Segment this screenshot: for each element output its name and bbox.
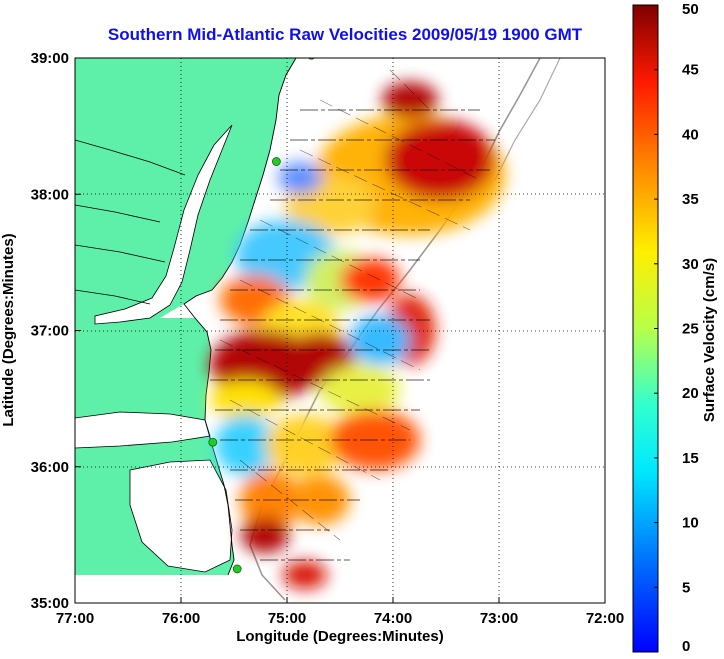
y-axis-ticks: 35:00 36:00 37:00 38:00 39:00 bbox=[31, 50, 81, 612]
plot-area bbox=[74, 57, 606, 604]
y-tick-label: 37:00 bbox=[31, 323, 69, 340]
colorbar-ticks: 0 5 10 15 20 25 30 35 40 45 50 bbox=[654, 1, 699, 655]
station-marker bbox=[208, 437, 218, 447]
y-tick-label: 38:00 bbox=[31, 186, 69, 203]
colorbar-tick-label: 5 bbox=[682, 579, 690, 596]
chart-title: Southern Mid-Atlantic Raw Velocities 200… bbox=[108, 25, 583, 44]
coastline bbox=[183, 58, 297, 576]
colorbar: 0 5 10 15 20 25 30 35 40 45 50 Surface Velocity (c… bbox=[632, 1, 718, 655]
field-patch bbox=[382, 82, 438, 118]
chesapeake-bay bbox=[94, 124, 233, 325]
field-patch bbox=[215, 415, 275, 475]
bay-river-west bbox=[75, 139, 186, 305]
colorbar-tick-label: 40 bbox=[682, 126, 699, 143]
x-tick-label: 76:00 bbox=[162, 610, 200, 627]
colorbar-gradient bbox=[632, 4, 659, 653]
y-tick-label: 39:00 bbox=[31, 50, 69, 67]
vector-lines-diagonal bbox=[219, 69, 481, 541]
y-axis-label: Latitude (Degrees:Minutes) bbox=[0, 233, 17, 426]
vector-lines bbox=[210, 109, 495, 561]
field-patch bbox=[320, 365, 400, 415]
x-tick-label: 75:00 bbox=[268, 610, 306, 627]
colorbar-tick-label: 35 bbox=[682, 191, 699, 208]
colorbar-tick-label: 0 bbox=[682, 638, 690, 655]
colorbar-label: Surface Velocity (cm/s) bbox=[701, 258, 718, 422]
colorbar-tick-label: 20 bbox=[682, 385, 699, 402]
field-patch bbox=[241, 517, 289, 553]
x-tick-label: 77:00 bbox=[56, 610, 94, 627]
grid-lines bbox=[75, 58, 605, 603]
y-tick-label: 35:00 bbox=[31, 595, 69, 612]
x-tick-label: 74:00 bbox=[374, 610, 412, 627]
colorbar-tick-label: 25 bbox=[682, 321, 699, 338]
isobath-deep bbox=[494, 58, 561, 181]
station-markers bbox=[208, 58, 315, 574]
x-axis-label: Longitude (Degrees:Minutes) bbox=[236, 628, 444, 645]
land-delmarva bbox=[75, 58, 296, 318]
velocity-vectors bbox=[210, 109, 495, 561]
field-patch bbox=[210, 380, 280, 420]
field-patch bbox=[350, 315, 410, 365]
x-tick-label: 73:00 bbox=[480, 610, 518, 627]
field-patch bbox=[385, 120, 495, 200]
station-marker bbox=[232, 564, 242, 574]
field-patch bbox=[283, 561, 327, 589]
velocity-vectors-diagonal bbox=[219, 69, 481, 541]
colorbar-tick-label: 50 bbox=[682, 1, 699, 18]
field-patch bbox=[278, 162, 322, 194]
x-axis-ticks: 77:00 76:00 75:00 74:00 73:00 72:00 bbox=[56, 597, 624, 627]
colorbar-tick-label: 15 bbox=[682, 450, 699, 467]
colorbar-tick-label: 10 bbox=[682, 515, 699, 532]
colorbar-tick-label: 45 bbox=[682, 62, 699, 79]
y-tick-label: 36:00 bbox=[31, 459, 69, 476]
x-tick-label: 72:00 bbox=[586, 610, 624, 627]
colorbar-tick-label: 30 bbox=[682, 256, 699, 273]
velocity-field bbox=[210, 82, 505, 589]
albemarle-sound bbox=[75, 411, 211, 449]
field-patch bbox=[340, 258, 400, 302]
pamlico-sound bbox=[129, 459, 233, 573]
station-marker bbox=[271, 157, 281, 166]
field-patch bbox=[265, 415, 345, 475]
